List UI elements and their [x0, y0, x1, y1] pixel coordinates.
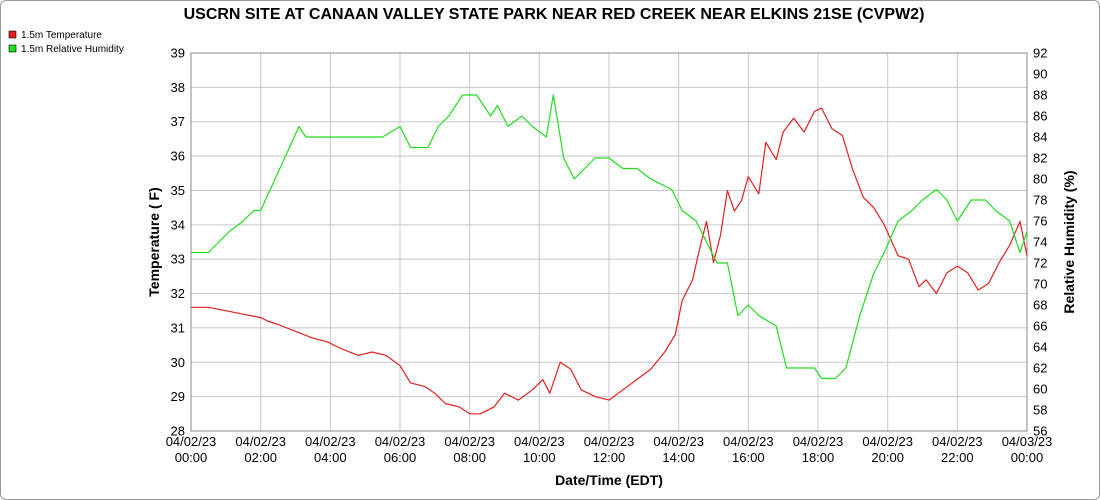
legend-label-humidity: 1.5m Relative Humidity	[21, 44, 124, 55]
x-tick-date: 04/02/23	[653, 434, 704, 449]
x-tick-date: 04/02/23	[305, 434, 356, 449]
plot-area-border	[190, 52, 1028, 432]
x-tick-date: 04/02/23	[514, 434, 565, 449]
y2-tick-label: 58	[1033, 403, 1047, 418]
legend-swatch-temperature	[8, 30, 17, 39]
y2-tick-label: 90	[1033, 67, 1047, 82]
y-tick-label: 32	[171, 286, 185, 301]
y-tick-label: 34	[171, 217, 185, 232]
x-tick-time: 14:00	[662, 450, 695, 465]
y-tick-label: 33	[171, 252, 185, 267]
y2-tick-label: 88	[1033, 88, 1047, 103]
y2-axis-label: Relative Humidity (%)	[1061, 170, 1077, 313]
x-tick-date: 04/03/23	[1002, 434, 1053, 449]
y2-tick-label: 56	[1033, 424, 1047, 439]
chart-title: USCRN SITE AT CANAAN VALLEY STATE PARK N…	[184, 6, 925, 23]
y2-tick-label: 74	[1033, 235, 1047, 250]
y2-tick-label: 68	[1033, 298, 1047, 313]
y2-tick-label: 92	[1033, 46, 1047, 61]
y2-tick-label: 62	[1033, 361, 1047, 376]
y-tick-label: 29	[171, 389, 185, 404]
y-tick-label: 36	[171, 149, 185, 164]
y-tick-label: 37	[171, 114, 185, 129]
series-layer	[191, 94, 1028, 415]
series-line-humidity	[191, 94, 1028, 380]
x-tick-time: 00:00	[175, 450, 208, 465]
y2-tick-label: 78	[1033, 193, 1047, 208]
y2-tick-label: 76	[1033, 214, 1047, 229]
y2-tick-label: 86	[1033, 109, 1047, 124]
y2-tick-label: 60	[1033, 382, 1047, 397]
x-tick-time: 06:00	[384, 450, 417, 465]
x-tick-date: 04/02/23	[166, 434, 217, 449]
x-tick-time: 04:00	[314, 450, 347, 465]
y-tick-label: 38	[171, 80, 185, 95]
x-tick-time: 18:00	[802, 450, 835, 465]
grid	[190, 52, 1028, 432]
x-tick-time: 16:00	[732, 450, 765, 465]
y2-tick-label: 70	[1033, 277, 1047, 292]
y2-tick-label: 80	[1033, 172, 1047, 187]
y2-tick-label: 72	[1033, 256, 1047, 271]
x-tick-date: 04/02/23	[235, 434, 286, 449]
legend-label-temperature: 1.5m Temperature	[21, 30, 102, 41]
x-tick-date: 04/02/23	[444, 434, 495, 449]
x-tick-time: 00:00	[1011, 450, 1044, 465]
y2-tick-label: 66	[1033, 319, 1047, 334]
x-tick-date: 04/02/23	[584, 434, 635, 449]
y2-tick-label: 84	[1033, 130, 1047, 145]
y-tick-label: 35	[171, 183, 185, 198]
y2-tick-label: 64	[1033, 340, 1047, 355]
y-tick-label: 31	[171, 320, 185, 335]
x-tick-time: 08:00	[453, 450, 486, 465]
y-tick-label: 39	[171, 46, 185, 61]
legend-swatch-humidity	[8, 44, 17, 53]
tick-labels: 04/02/2300:0004/02/2302:0004/02/2304:000…	[166, 46, 1053, 466]
series-line-temperature	[191, 107, 1028, 415]
y2-tick-label: 82	[1033, 151, 1047, 166]
x-tick-date: 04/02/23	[723, 434, 774, 449]
x-tick-time: 10:00	[523, 450, 556, 465]
x-tick-date: 04/02/23	[932, 434, 983, 449]
legend: 1.5m Temperature 1.5m Relative Humidity	[8, 30, 124, 55]
x-tick-date: 04/02/23	[375, 434, 426, 449]
y-tick-label: 28	[171, 424, 185, 439]
x-tick-time: 20:00	[871, 450, 904, 465]
y-axis-label: Temperature ( F)	[146, 187, 162, 296]
x-tick-date: 04/02/23	[862, 434, 913, 449]
x-tick-date: 04/02/23	[793, 434, 844, 449]
x-tick-time: 22:00	[941, 450, 974, 465]
x-tick-time: 12:00	[593, 450, 626, 465]
x-tick-time: 02:00	[244, 450, 277, 465]
x-axis-label: Date/Time (EDT)	[555, 472, 663, 488]
y-tick-label: 30	[171, 355, 185, 370]
